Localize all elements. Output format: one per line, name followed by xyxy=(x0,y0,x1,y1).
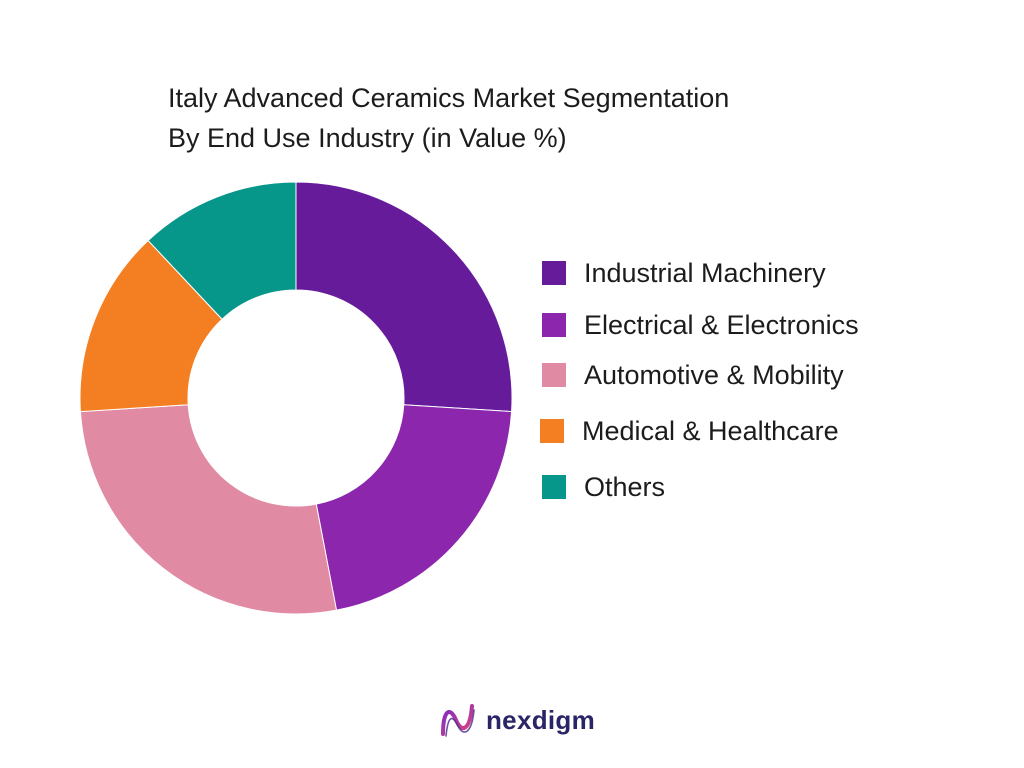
legend-label: Others xyxy=(584,471,666,502)
legend-swatch xyxy=(540,419,564,443)
chart-title-line-2: By End Use Industry (in Value %) xyxy=(168,123,567,153)
legend-swatch xyxy=(542,261,566,285)
legend-item-electrical-electronics: Electrical & Electronics xyxy=(542,305,859,345)
slice-others xyxy=(147,181,297,320)
brand-name: nexdigm xyxy=(486,704,596,735)
legend-item-medical-healthcare: Medical & Healthcare xyxy=(540,411,839,451)
chart-title-line-1: Italy Advanced Ceramics Market Segmentat… xyxy=(168,83,730,113)
legend-item-industrial-machinery: Industrial Machinery xyxy=(542,253,826,293)
legend-label: Industrial Machinery xyxy=(584,257,826,288)
brand-footer: nexdigm xyxy=(438,700,595,740)
legend-item-others: Others xyxy=(542,467,665,507)
legend-label: Automotive & Mobility xyxy=(584,359,844,390)
slice-automotive-mobility xyxy=(79,404,338,615)
legend-swatch xyxy=(542,363,566,387)
nexdigm-wave-icon xyxy=(441,704,475,737)
legend-swatch xyxy=(542,313,566,337)
legend-item-automotive-mobility: Automotive & Mobility xyxy=(542,355,844,395)
legend-label: Medical & Healthcare xyxy=(582,415,839,446)
slice-medical-healthcare xyxy=(79,239,223,413)
legend-swatch xyxy=(542,475,566,499)
slice-electrical-electronics xyxy=(315,404,513,611)
chart-title: Italy Advanced Ceramics Market Segmentat… xyxy=(168,78,928,158)
slice-industrial-machinery xyxy=(295,181,513,413)
legend-label: Electrical & Electronics xyxy=(584,309,859,340)
